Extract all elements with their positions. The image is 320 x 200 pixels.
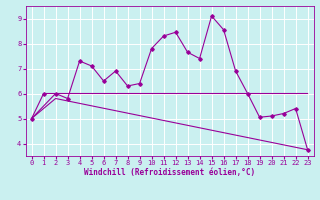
- X-axis label: Windchill (Refroidissement éolien,°C): Windchill (Refroidissement éolien,°C): [84, 168, 255, 177]
